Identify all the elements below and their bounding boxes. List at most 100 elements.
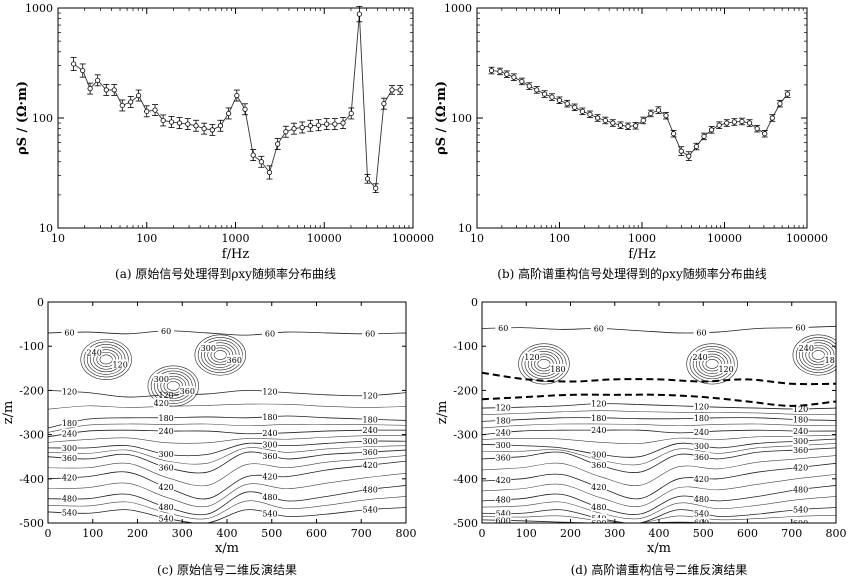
label-backdrop <box>792 414 809 424</box>
data-point <box>315 122 322 128</box>
anomaly-contour <box>799 339 836 371</box>
label-backdrop <box>590 398 607 408</box>
panel-b-resistivity-curve: 10 100 1000 10000 100000 10 100 1000 f/Hz ρS / (Ω… <box>434 2 828 281</box>
label-backdrop <box>226 355 243 365</box>
anomaly-label: 120 <box>718 365 733 374</box>
label-backdrop <box>362 425 379 435</box>
x-tick-label: 10000 <box>307 232 342 245</box>
x-tick-label: 200 <box>127 527 148 540</box>
x-tick-label: 0 <box>479 527 486 540</box>
contour-line <box>482 438 836 458</box>
contour-label: 480 <box>694 495 709 504</box>
contour-label: 60 <box>696 328 706 337</box>
contour-label: 240 <box>363 426 378 435</box>
contour-label: 180 <box>363 415 378 424</box>
anomaly-label: 420 <box>154 399 169 408</box>
anomaly-contour <box>197 337 243 373</box>
anomaly-label: 240 <box>799 344 814 353</box>
anomaly-contour <box>83 341 129 378</box>
y-tick-label: -500 <box>453 517 478 530</box>
contour-label: 300 <box>62 444 77 453</box>
data-point <box>701 133 707 140</box>
label-backdrop <box>693 452 710 462</box>
label-backdrop <box>798 343 815 353</box>
contour-line <box>482 507 836 523</box>
data-point <box>381 101 387 107</box>
label-backdrop <box>158 325 175 335</box>
data-point <box>299 124 305 131</box>
data-point <box>364 176 371 182</box>
x-axis-label: f/Hz <box>222 247 250 262</box>
contour-line-minor <box>482 474 836 507</box>
contour-line <box>482 447 836 473</box>
panel-caption: (b) 高阶谱重构信号处理得到的ρxy随频率分布曲线 <box>497 266 766 281</box>
label-backdrop <box>261 411 278 421</box>
contour-label: 360 <box>793 446 808 455</box>
label-backdrop <box>261 328 278 338</box>
label-backdrop <box>495 508 512 518</box>
label-backdrop <box>792 484 809 494</box>
y-axis-label: z/m <box>1 401 16 425</box>
anomaly-contour <box>521 345 567 382</box>
data-point <box>556 97 563 103</box>
x-tick-label: 100 <box>82 527 103 540</box>
data-point <box>549 94 555 100</box>
label-backdrop <box>824 355 836 365</box>
contour-line-minor <box>48 403 406 410</box>
y-tick-label: -400 <box>453 473 478 486</box>
label-backdrop <box>158 513 175 523</box>
data-point <box>511 74 517 80</box>
x-tick-label: 0 <box>45 527 52 540</box>
data-point <box>119 102 125 109</box>
contour-label: 360 <box>591 461 606 470</box>
contour-line <box>482 325 836 334</box>
label-backdrop <box>792 444 809 454</box>
label-backdrop <box>495 494 512 504</box>
x-tick-label: 700 <box>781 527 802 540</box>
label-backdrop <box>692 351 709 361</box>
data-point <box>217 123 224 129</box>
contour-line <box>48 330 406 336</box>
label-backdrop <box>362 447 379 457</box>
data-point <box>226 110 232 117</box>
contour-label: 60 <box>796 324 806 333</box>
label-backdrop <box>590 513 607 523</box>
label-backdrop <box>261 386 278 396</box>
contour-label: 600 <box>591 519 606 528</box>
contour-line-minor <box>48 435 406 444</box>
x-tick-label: 1000 <box>222 232 250 245</box>
x-tick-label: 600 <box>737 527 758 540</box>
label-backdrop <box>362 436 379 446</box>
data-point <box>504 71 510 77</box>
contour-label: 360 <box>158 463 173 472</box>
contour-label: 120 <box>793 405 808 414</box>
label-backdrop <box>693 426 710 436</box>
data-point <box>587 111 593 117</box>
label-backdrop <box>549 363 566 373</box>
anomaly-label: 360 <box>227 356 242 365</box>
data-point <box>648 110 654 117</box>
contour-label: 180 <box>262 413 277 422</box>
panel-c-inversion-contour: 60 60 60 60 120 120 120 120 180 180 180 180 240 240 24… <box>1 296 417 577</box>
contour-label: 600 <box>694 519 709 528</box>
contour-label: 300 <box>591 450 606 459</box>
layer-boundary <box>482 393 836 407</box>
label-backdrop <box>261 451 278 461</box>
data-point <box>87 86 93 92</box>
y-tick-label: 0 <box>471 296 478 309</box>
label-backdrop <box>590 460 607 470</box>
data-point <box>754 126 760 132</box>
label-backdrop <box>61 386 78 396</box>
contour-label: 420 <box>793 463 808 472</box>
data-point <box>250 152 256 158</box>
contour-label: 540 <box>62 509 77 518</box>
contour-line-minor <box>482 410 836 416</box>
data-point <box>579 108 586 114</box>
contour-label: 480 <box>363 485 378 494</box>
data-point <box>340 120 346 126</box>
y-axis-label: ρS / (Ω·m) <box>15 81 30 155</box>
contour-label: 360 <box>262 452 277 461</box>
data-point <box>291 126 297 132</box>
label-backdrop <box>693 401 710 411</box>
data-point <box>373 185 379 191</box>
